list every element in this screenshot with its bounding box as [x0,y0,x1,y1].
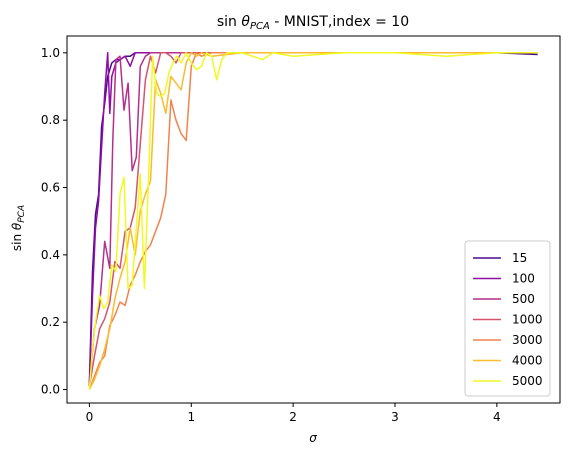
x-axis-label: σ [309,431,317,445]
legend-box [464,240,551,397]
x-axis: 0 1 2 3 4 [86,403,501,424]
ylabel-theta: θ [10,222,24,230]
legend: 15 100 500 1000 3000 4000 5000 [464,240,551,397]
x-tick-label: 3 [391,410,399,424]
y-tick-label: 1.0 [41,46,60,60]
plot-area [66,35,561,404]
legend-label-500: 500 [512,292,535,306]
title-prefix: sin [217,14,242,30]
y-tick-label: 0.8 [41,113,60,127]
series-line-3000 [88,52,538,390]
legend-label-100: 100 [512,272,535,286]
title-theta: θ [241,14,250,30]
x-tick-label: 1 [187,410,195,424]
series-line-4000 [88,52,538,390]
chart-title: sin θPCA - MNIST,index = 10 [217,14,409,32]
series-layer [88,52,538,390]
ylabel-subscript: PCA [17,205,27,223]
legend-label-3000: 3000 [512,333,543,347]
title-suffix: - MNIST,index = 10 [270,14,409,30]
x-tick-label: 4 [493,410,501,424]
y-tick-label: 0.2 [41,315,60,329]
x-tick-label: 2 [289,410,297,424]
title-subscript: PCA [250,21,270,32]
y-tick-label: 0.4 [41,248,60,262]
series-line-5000 [88,52,538,390]
legend-label-15: 15 [512,251,527,265]
plot-frame [66,35,561,404]
legend-items: 15 100 500 1000 3000 4000 5000 [473,251,543,388]
x-tick-label: 0 [86,410,94,424]
y-axis: 0.0 0.2 0.4 0.6 0.8 1.0 [41,46,67,397]
y-tick-label: 0.0 [41,383,60,397]
y-axis-label: sin θPCA [10,205,27,251]
ylabel-prefix: sin [10,230,24,251]
y-tick-label: 0.6 [41,181,60,195]
legend-label-4000: 4000 [512,354,543,368]
legend-label-5000: 5000 [512,374,543,388]
legend-label-1000: 1000 [512,313,543,327]
